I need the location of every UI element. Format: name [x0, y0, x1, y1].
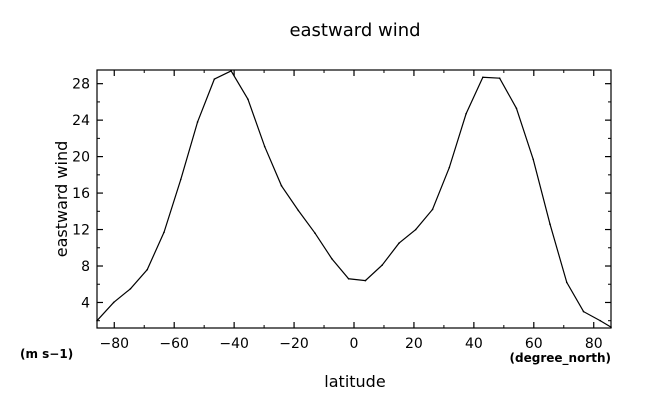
series-point [448, 166, 451, 169]
series-point [414, 228, 417, 231]
x-tick-label: −60 [159, 336, 189, 352]
series-point [431, 208, 434, 211]
series-point [549, 223, 551, 225]
y-tick-label: 12 [72, 223, 90, 239]
x-axis-tick-labels: −80 −60 −40 −20 0 20 40 60 80 [99, 336, 602, 352]
series-point [280, 184, 283, 187]
series-point [213, 78, 216, 80]
series-point [146, 268, 149, 271]
series-point [381, 264, 383, 266]
x-units-label: (degree_north) [510, 351, 611, 366]
y-tick-label: 20 [72, 150, 90, 166]
x-tick-label: 60 [525, 336, 543, 352]
y-tick-label: 4 [81, 295, 90, 311]
y-axis-label: eastward wind [52, 141, 71, 258]
x-axis-label: latitude [324, 372, 385, 391]
x-tick-label: −40 [219, 336, 249, 352]
series-point [482, 76, 484, 79]
series-point [196, 121, 199, 123]
series-point [398, 242, 400, 245]
series-point [179, 178, 182, 181]
x-axis-ticks [113, 70, 595, 328]
series-point [297, 209, 300, 212]
series-point [364, 279, 367, 282]
chart-title: eastward wind [289, 20, 420, 41]
series-point [331, 257, 333, 260]
series-point [347, 277, 350, 280]
y-units-label: (m s−1) [20, 347, 73, 361]
series-point [129, 287, 132, 290]
series-line [96, 70, 612, 328]
series-point [163, 231, 165, 234]
y-axis-tick-labels: 4 8 12 16 20 24 28 [72, 77, 90, 312]
series-point [498, 77, 501, 80]
x-tick-label: 80 [585, 336, 603, 352]
series-point [565, 281, 568, 284]
series-point [465, 112, 467, 115]
series-point [263, 145, 266, 148]
series-point [582, 310, 585, 313]
series-point [96, 319, 98, 322]
x-tick-label: 0 [350, 336, 359, 352]
y-tick-label: 24 [72, 113, 90, 129]
series-point [599, 319, 602, 322]
y-tick-label: 28 [72, 77, 90, 93]
y-tick-label: 16 [72, 186, 90, 202]
series-point [230, 70, 232, 72]
y-axis-ticks [97, 83, 611, 322]
x-tick-label: −80 [99, 336, 129, 352]
series-point [112, 301, 115, 304]
series-point [532, 158, 535, 161]
x-tick-label: −20 [279, 336, 309, 352]
series-point [247, 98, 249, 100]
series-point [314, 232, 316, 234]
series-point [610, 326, 612, 328]
series-point [515, 107, 518, 110]
x-tick-label: 20 [405, 336, 423, 352]
y-tick-label: 8 [81, 259, 90, 275]
series-points [96, 70, 612, 328]
x-tick-label: 40 [465, 336, 483, 352]
